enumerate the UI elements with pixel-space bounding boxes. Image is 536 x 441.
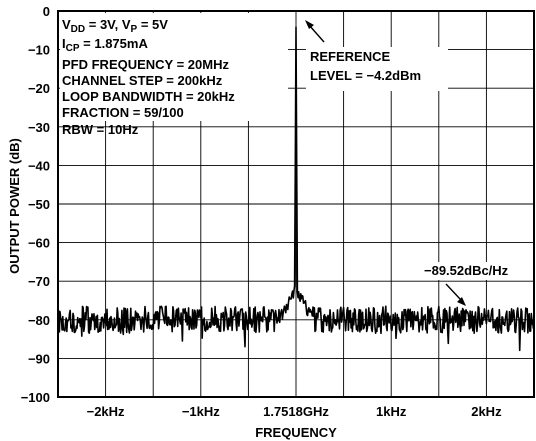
y-tick-label: −10 <box>28 43 50 58</box>
y-tick-label: −30 <box>28 120 50 135</box>
y-tick-label: −80 <box>28 313 50 328</box>
y-axis-label: OUTPUT POWER (dB) <box>7 138 22 274</box>
y-tick-label: −70 <box>28 274 50 289</box>
y-tick-label: −40 <box>28 158 50 173</box>
condition-rbw: RBW = 10Hz <box>62 122 139 137</box>
reference-label: REFERENCE <box>310 49 391 64</box>
y-tick-labels: 0 −10 −20 −30 −40 −50 −60 −70 −80 −90 −100 <box>21 4 50 405</box>
x-axis-label: FREQUENCY <box>255 425 337 440</box>
reference-arrow <box>309 25 324 42</box>
noise-arrowhead <box>457 297 466 306</box>
noise-label: −89.52dBc/Hz <box>424 263 509 278</box>
x-tick-label: 2kHz <box>471 404 502 419</box>
x-tick-label: −1kHz <box>182 404 220 419</box>
condition-fraction: FRACTION = 59/100 <box>62 105 184 120</box>
noise-arrow <box>446 284 461 300</box>
reference-arrowhead <box>305 20 314 29</box>
reference-level: LEVEL = −4.2dBm <box>310 68 421 83</box>
y-tick-label: −50 <box>28 197 50 212</box>
y-tick-label: −100 <box>21 390 50 405</box>
condition-loop: LOOP BANDWIDTH = 20kHz <box>62 89 235 104</box>
x-tick-labels: −2kHz −1kHz 1.7518GHz 1kHz 2kHz <box>87 404 502 419</box>
condition-pfd: PFD FREQUENCY = 20MHz <box>62 57 229 72</box>
x-tick-label: −2kHz <box>87 404 125 419</box>
condition-channel: CHANNEL STEP = 200kHz <box>62 73 223 88</box>
y-tick-label: −90 <box>28 351 50 366</box>
x-tick-label: 1.7518GHz <box>263 404 329 419</box>
y-tick-label: −60 <box>28 236 50 251</box>
y-tick-label: −20 <box>28 81 50 96</box>
x-tick-label: 1kHz <box>376 404 407 419</box>
y-tick-label: 0 <box>43 4 50 19</box>
